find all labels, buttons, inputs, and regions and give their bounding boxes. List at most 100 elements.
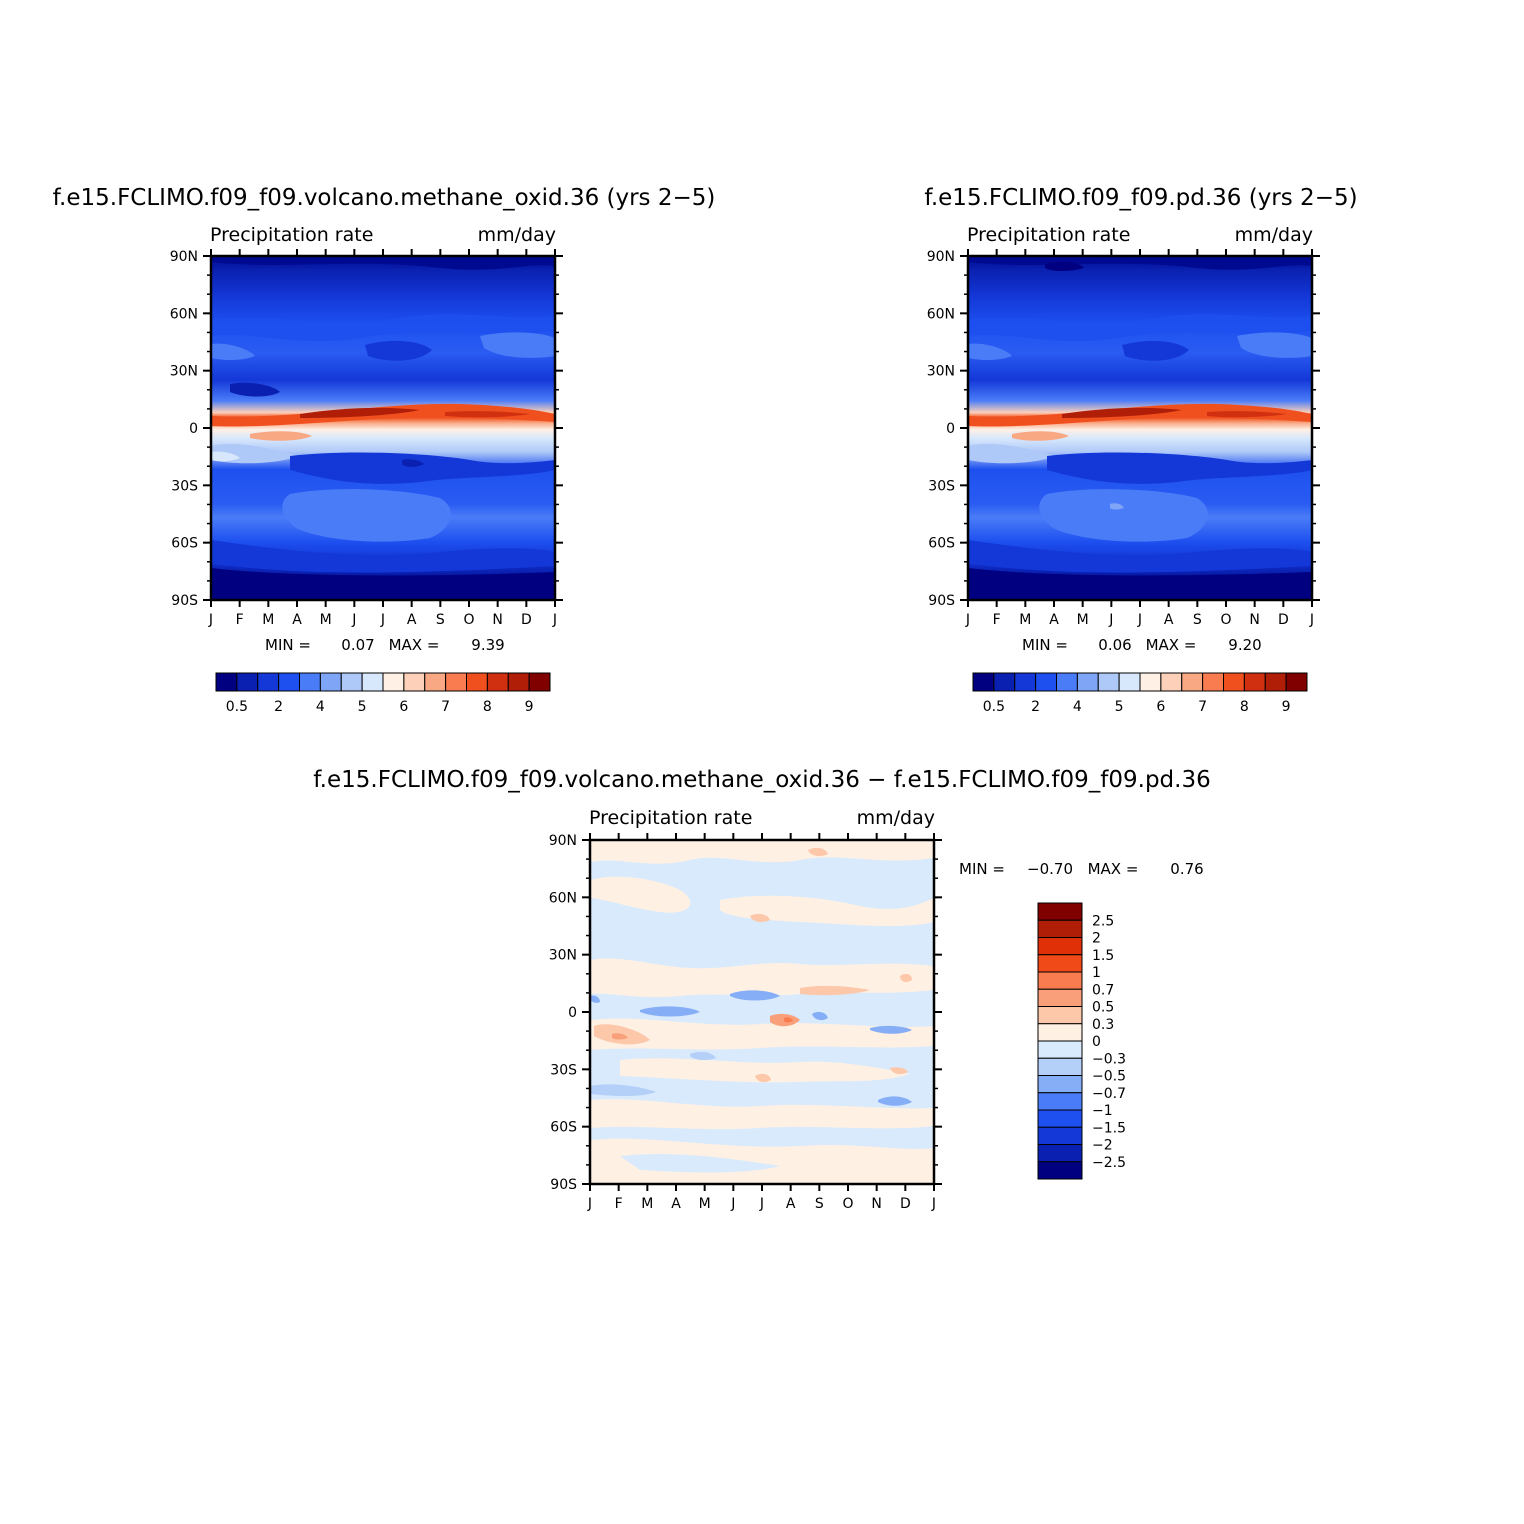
y-tick-label: 60N	[927, 306, 955, 322]
y-tick-label: 30S	[928, 478, 955, 494]
colorbar-box	[1037, 919, 1083, 938]
x-tick-label: J	[587, 1196, 592, 1212]
colorbar-box	[1097, 672, 1120, 692]
colorbar-box	[1035, 672, 1057, 692]
y-tick-label: 30S	[550, 1062, 577, 1078]
colorbar-label: 1.5	[1092, 948, 1114, 964]
colorbar-box	[1037, 1109, 1083, 1128]
colorbar-box	[1037, 1023, 1083, 1042]
colorbar-label: 0.3	[1092, 1017, 1114, 1033]
colorbar-box	[1160, 672, 1183, 692]
x-tick-label: J	[931, 1196, 936, 1212]
colorbar-label: 2	[1092, 931, 1101, 947]
y-tick-label: 30N	[549, 948, 577, 964]
axis-ticks: J F M A M J J A S O N D J 90N 60N 30N 0 30S 60S 90S	[549, 833, 942, 1212]
x-tick-label: D	[521, 612, 532, 628]
colorbar-box	[1181, 672, 1204, 692]
colorbar-label: 2.5	[1092, 913, 1114, 929]
colorbar-box	[340, 672, 363, 692]
y-tick-label: 0	[189, 421, 198, 437]
colorbar-label: −0.5	[1092, 1069, 1126, 1085]
colorbar-label: 9	[1282, 699, 1291, 715]
colorbar-label: 2	[274, 699, 283, 715]
max-label: MAX =	[389, 636, 440, 654]
contour-field	[968, 256, 1312, 600]
colorbar-label: 9	[525, 699, 534, 715]
colorbar-label: 0.5	[1092, 1000, 1114, 1016]
x-tick-label: M	[262, 612, 274, 628]
colorbar-box	[236, 672, 259, 692]
x-tick-label: D	[1278, 612, 1289, 628]
colorbar-label: 0.5	[983, 699, 1005, 715]
x-tick-label: M	[1019, 612, 1031, 628]
panel-title: f.e15.FCLIMO.f09_f09.pd.36 (yrs 2−5)	[924, 185, 1357, 211]
colorbar-box	[1037, 1075, 1083, 1094]
x-tick-label: M	[699, 1196, 711, 1212]
colorbar-box	[1056, 672, 1078, 692]
colorbar-box	[257, 672, 280, 692]
colorbar-box	[1037, 1006, 1083, 1025]
max-value: 9.39	[471, 636, 504, 654]
panel-difference: f.e15.FCLIMO.f09_f09.volcano.methane_oxi…	[313, 767, 1210, 1212]
colorbar: 0.5 2 4 5 6 7 8 9	[215, 672, 551, 715]
max-label: MAX =	[1088, 860, 1139, 878]
x-tick-label: M	[1077, 612, 1089, 628]
colorbar-box	[1118, 672, 1141, 692]
y-tick-label: 60S	[928, 536, 955, 552]
x-tick-label: J	[380, 612, 385, 628]
axis-ticks: J F M A M J J A S O N D J 90N 60N 30N 0 30S 60S 90S	[170, 249, 563, 628]
subtitle-variable: Precipitation rate	[967, 224, 1130, 246]
colorbar-box	[466, 672, 488, 692]
min-label: MIN =	[959, 860, 1005, 878]
x-tick-label: J	[351, 612, 356, 628]
panel-volcano: f.e15.FCLIMO.f09_f09.volcano.methane_oxi…	[53, 185, 716, 715]
x-tick-label: D	[900, 1196, 911, 1212]
colorbar-label: 0.5	[226, 699, 248, 715]
colorbar-label: −0.3	[1092, 1051, 1126, 1067]
colorbar-label: 2	[1031, 699, 1040, 715]
x-tick-label: N	[871, 1196, 881, 1212]
y-tick-label: 30N	[927, 364, 955, 380]
y-tick-label: 60N	[549, 890, 577, 906]
colorbar-label: −1	[1092, 1103, 1113, 1119]
colorbar-box	[486, 672, 509, 692]
x-tick-label: O	[463, 612, 474, 628]
colorbar-label: 6	[1156, 699, 1165, 715]
y-tick-label: 60S	[550, 1120, 577, 1136]
colorbar-label: 6	[399, 699, 408, 715]
colorbar-box	[403, 672, 426, 692]
colorbar-label: −2	[1092, 1138, 1113, 1154]
y-tick-label: 90S	[171, 593, 198, 609]
colorbar-label: −0.7	[1092, 1086, 1126, 1102]
colorbar-box	[528, 672, 551, 692]
colorbar-box	[972, 672, 995, 692]
x-tick-label: J	[208, 612, 213, 628]
y-tick-label: 30N	[170, 364, 198, 380]
colorbar-box	[299, 672, 321, 692]
y-tick-label: 60N	[170, 306, 198, 322]
colorbar-box	[1223, 672, 1245, 692]
colorbar-box	[382, 672, 405, 692]
colorbar-label: 8	[483, 699, 492, 715]
y-tick-label: 90N	[549, 833, 577, 849]
colorbar-label: 7	[1198, 699, 1207, 715]
max-value: 9.20	[1228, 636, 1261, 654]
min-value: 0.07	[341, 636, 374, 654]
max-label: MAX =	[1146, 636, 1197, 654]
colorbar-label: 5	[1115, 699, 1124, 715]
colorbar-box	[1037, 1092, 1083, 1111]
subtitle-units: mm/day	[1235, 224, 1313, 246]
x-tick-label: O	[1220, 612, 1231, 628]
y-tick-label: 90S	[928, 593, 955, 609]
x-tick-label: A	[671, 1196, 681, 1212]
colorbar-box	[1037, 1040, 1083, 1059]
colorbar-box	[278, 672, 300, 692]
min-value: −0.70	[1027, 860, 1073, 878]
x-tick-label: A	[292, 612, 302, 628]
max-value: 0.76	[1170, 860, 1203, 878]
colorbar-label: 4	[316, 699, 325, 715]
colorbar-box	[1037, 988, 1083, 1007]
colorbar-label: 5	[358, 699, 367, 715]
x-tick-label: F	[615, 1196, 623, 1212]
x-tick-label: S	[436, 612, 445, 628]
